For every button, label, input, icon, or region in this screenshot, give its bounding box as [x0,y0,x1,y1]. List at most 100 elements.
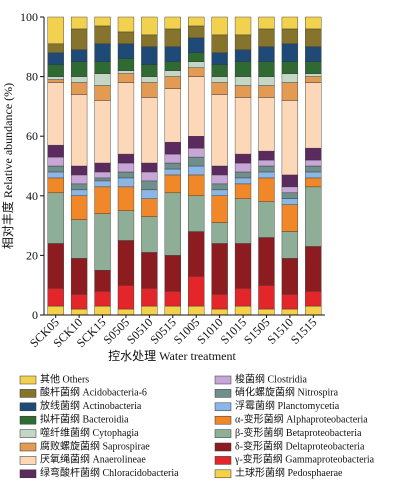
bar-segment [70,308,88,316]
bar-segment [70,49,88,62]
bar-segment [70,174,88,185]
bar-segment [258,165,275,173]
bar-segment [211,64,228,77]
x-tick-label: S1010 [194,315,226,347]
bar-segment [47,177,64,194]
bar-segment [94,290,111,307]
bar-segment [258,76,275,86]
bar-segment [281,174,299,188]
bar-segment [305,61,322,74]
bar-segment [47,192,64,244]
bar-segment [117,153,135,164]
y-tick-label: 20 [26,248,38,262]
bar-segment [188,76,205,137]
bar-segment [164,162,181,170]
bar-segment [281,73,299,83]
bar-segment [47,287,64,307]
bar-segment [234,177,252,185]
bar-segment [305,290,322,307]
bar-segment [164,255,181,292]
bar-segment [117,285,135,310]
bar-segment [281,43,299,62]
bar-segment [305,73,322,77]
bar-segment [305,46,322,62]
bar-segment [211,82,228,95]
x-tick-label: S0505 [100,315,132,347]
bar-segment [234,198,252,244]
bar-segment [141,16,158,36]
bar-segment [305,186,322,247]
bar-segment [117,16,135,33]
bar-segment [211,222,228,244]
y-tick-label: 40 [26,189,38,203]
bar-segment [258,150,275,161]
bar-segment [117,171,135,179]
x-axis-title: 控水处理 Water treatment [108,349,236,363]
bar-segment [164,290,181,307]
x-tick-label: S1505 [241,315,273,347]
bar-segment [117,308,135,316]
y-tick-label: 100 [20,10,38,24]
bar-segment [94,180,111,188]
bar-segment [141,198,158,217]
bar-segment [258,61,275,77]
x-tick-label: S1015 [218,315,250,347]
legend-swatch [19,415,37,425]
legend-label: 厌氧绳菌纲 Anaerolineae [40,453,146,466]
legend-swatch [214,389,232,398]
bar-segment [141,97,158,164]
x-tick-label: S1515 [288,315,320,347]
bar-segment [47,243,64,289]
bar-segment [188,165,205,176]
x-tick-label: S0515 [147,315,179,347]
legend-label: 放线菌纲 Actinobacteria [40,399,142,412]
bar-segment [188,67,205,77]
x-tick-label: S1005 [171,315,203,347]
legend-label: 拟杆菌纲 Bacteroidia [40,412,129,425]
bar-segment [141,46,158,65]
bar-segment [141,64,158,77]
legend-swatch [19,389,37,398]
bar-segment [234,97,252,155]
bar-segment [94,171,111,179]
bar-segment [281,308,299,316]
legend-label: γ-变形菌纲 Gammaproteobacteria [234,453,375,466]
bar-segment [141,189,158,199]
bar-segment [117,82,135,155]
bar-segment [70,94,88,167]
legend-swatch [214,375,232,385]
legend-swatch [214,402,232,412]
legend-label: 酸杆菌纲 Acidobacteria-6 [40,386,147,399]
bar-segment [188,147,205,158]
bar-segment [117,240,135,286]
legend-label: 腐败螺旋菌纲 Saprospirae [40,439,150,452]
bar-segment [188,37,205,53]
bar-segment [164,168,181,176]
bar-segment [164,141,181,155]
bar-segment [70,16,88,30]
bar-segment [211,94,228,167]
bar-segment [305,147,322,161]
bar-segment [234,162,252,173]
bar-segment [281,16,299,30]
bar-segment [70,293,88,310]
bar-segment [234,171,252,179]
bar-segment [164,305,181,316]
bar-segment [117,73,135,83]
legend-swatch [19,375,37,385]
bar-segment [47,305,64,316]
bar-segment [94,270,111,292]
bar-segment [70,258,88,295]
bar-segment [234,287,252,307]
bar-segment [141,287,158,307]
bar-segment [70,165,88,176]
bar-segment [47,171,64,179]
bar-segment [234,153,252,164]
bar-segment [70,82,88,95]
y-tick-label: 0 [32,308,38,322]
bar-segment [305,177,322,188]
bar-segment [211,165,228,176]
bar-segment [47,64,64,77]
bar-segment [94,73,111,86]
